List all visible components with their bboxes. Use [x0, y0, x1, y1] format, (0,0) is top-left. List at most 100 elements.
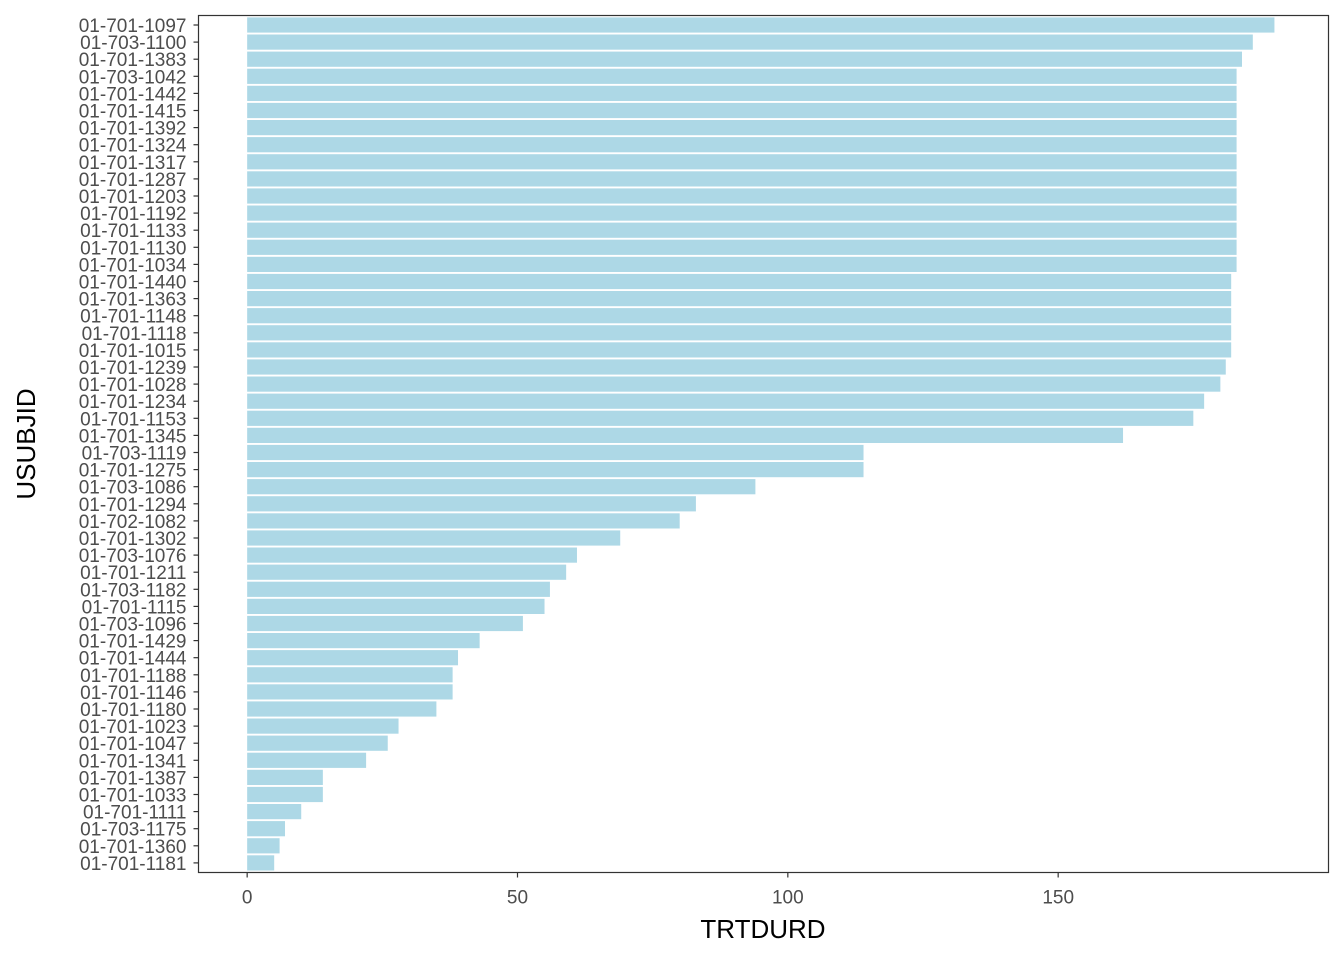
bar — [247, 821, 286, 837]
y-tick-label: 01-701-1047 — [79, 734, 187, 755]
bar — [247, 17, 1275, 33]
y-tick-label: 01-701-1392 — [79, 119, 187, 140]
y-tick-label: 01-701-1302 — [79, 529, 187, 550]
y-tick-label: 01-701-1363 — [79, 290, 187, 311]
y-tick-label: 01-703-1175 — [80, 820, 186, 841]
bar — [247, 273, 1232, 290]
bar — [247, 598, 545, 614]
y-tick-label: 01-701-1033 — [79, 786, 187, 807]
y-tick-label: 01-702-1082 — [79, 512, 187, 533]
bar — [247, 393, 1205, 409]
bar — [247, 752, 367, 768]
y-tick-label: 01-701-1317 — [79, 153, 187, 174]
bar — [247, 137, 1237, 153]
bar — [247, 735, 388, 751]
bar — [247, 804, 302, 820]
bar — [247, 308, 1232, 324]
y-tick-label: 01-701-1429 — [79, 632, 187, 653]
y-tick-label: 01-703-1076 — [79, 546, 187, 567]
bar — [247, 291, 1232, 307]
bar — [247, 102, 1237, 119]
y-tick-label: 01-701-1192 — [80, 204, 186, 225]
y-tick-label: 01-701-1203 — [79, 187, 187, 208]
bar — [247, 342, 1232, 358]
y-tick-label: 01-701-1015 — [79, 341, 187, 362]
x-tick-label: 50 — [507, 888, 528, 909]
bar — [247, 496, 696, 512]
bar — [247, 479, 756, 495]
bar — [247, 427, 1124, 443]
bar — [247, 85, 1237, 101]
y-tick-label: 01-701-1415 — [79, 102, 187, 123]
x-tick-label: 100 — [772, 888, 804, 909]
bar — [247, 667, 453, 683]
y-tick-label: 01-701-1115 — [82, 597, 187, 618]
y-tick-label: 01-701-1023 — [79, 717, 187, 738]
y-tick-label: 01-703-1042 — [79, 67, 187, 88]
y-tick-label: 01-701-1287 — [79, 170, 187, 191]
bar — [247, 462, 864, 478]
x-axis: 0 50 100 150 — [242, 872, 1074, 909]
bar — [247, 564, 567, 580]
bar — [247, 410, 1194, 426]
x-tick-label: 0 — [242, 888, 253, 909]
y-tick-label: 01-701-1097 — [79, 16, 187, 37]
bar — [247, 188, 1237, 204]
bar — [247, 444, 864, 461]
bar — [247, 325, 1232, 341]
y-tick-label: 01-701-1345 — [79, 426, 187, 447]
y-tick-label: 01-703-1119 — [82, 444, 187, 465]
y-axis: 01-701-109701-703-110001-701-138301-703-… — [79, 16, 199, 875]
bar — [247, 120, 1237, 136]
y-tick-label: 01-703-1182 — [80, 580, 186, 601]
y-tick-label: 01-701-1294 — [79, 495, 187, 516]
y-tick-label: 01-701-1239 — [79, 358, 187, 379]
bar — [247, 650, 459, 666]
y-tick-label: 01-701-1444 — [79, 649, 187, 670]
y-tick-label: 01-701-1153 — [80, 409, 186, 430]
y-tick-label: 01-701-1324 — [79, 136, 187, 157]
y-tick-label: 01-701-1275 — [79, 461, 187, 482]
y-tick-label: 01-701-1118 — [82, 324, 187, 345]
y-tick-label: 01-701-1181 — [80, 854, 186, 875]
y-tick-label: 01-703-1100 — [80, 33, 186, 54]
y-tick-label: 01-701-1111 — [83, 803, 187, 824]
y-tick-label: 01-701-1442 — [79, 84, 187, 105]
bar — [247, 34, 1253, 50]
y-tick-label: 01-701-1180 — [80, 700, 186, 721]
y-axis-title: USUBJID — [11, 388, 41, 499]
x-tick-label: 150 — [1042, 888, 1074, 909]
bar — [247, 51, 1242, 67]
bar — [247, 239, 1237, 255]
bar — [247, 718, 399, 734]
bar — [247, 154, 1237, 170]
bar — [247, 855, 275, 871]
bar — [247, 615, 523, 632]
plot-panel-border — [197, 14, 1330, 874]
y-tick-label: 01-701-1146 — [80, 683, 186, 704]
bar — [247, 171, 1237, 187]
y-tick-label: 01-701-1034 — [79, 255, 187, 276]
y-tick-label: 01-701-1188 — [80, 666, 186, 687]
y-tick-label: 01-701-1133 — [80, 221, 186, 242]
bar — [247, 838, 280, 854]
y-tick-label: 01-701-1383 — [79, 50, 187, 71]
bar — [247, 547, 577, 563]
y-tick-label: 01-703-1096 — [79, 615, 187, 636]
y-tick-label: 01-701-1360 — [79, 837, 187, 858]
bar — [247, 633, 480, 649]
y-tick-label: 01-701-1440 — [79, 273, 187, 294]
y-tick-label: 01-701-1234 — [79, 392, 187, 413]
y-tick-label: 01-701-1148 — [80, 307, 186, 328]
bar — [247, 359, 1226, 375]
y-tick-label: 01-701-1387 — [79, 768, 187, 789]
x-axis-title: TRTDURD — [700, 914, 825, 944]
bar — [247, 769, 323, 785]
y-tick-label: 01-701-1341 — [79, 751, 187, 772]
bar — [247, 701, 437, 717]
bar — [247, 256, 1237, 272]
y-tick-label: 01-701-1028 — [79, 375, 187, 396]
bars-layer — [247, 17, 1275, 871]
